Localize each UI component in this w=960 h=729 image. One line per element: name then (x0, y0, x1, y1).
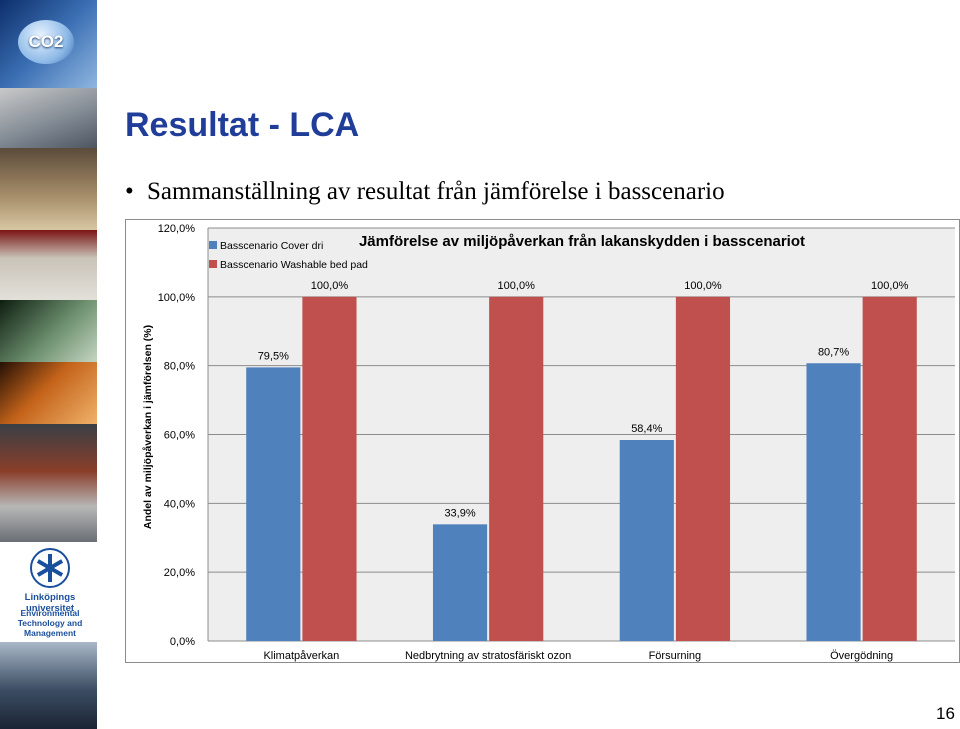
bar-washable-bed-pad (489, 296, 544, 641)
university-name: Linköpings universitet (24, 592, 76, 614)
bar-washable-bed-pad (302, 296, 357, 641)
bullet-point: • Sammanställning av resultat från jämför… (125, 178, 725, 206)
data-label: 79,5% (258, 350, 289, 362)
x-tick-label: Nedbrytning av stratosfäriskt ozon (405, 650, 571, 662)
data-label: 58,4% (631, 423, 662, 435)
data-label: 80,7% (818, 346, 849, 358)
metal-profile-photo (0, 424, 97, 542)
bar-cover-dri (246, 367, 301, 641)
lab-photo (0, 88, 97, 148)
bar-washable-bed-pad (862, 296, 917, 641)
department-name: Environmental Technology and Management (17, 608, 83, 638)
meeting-photo (0, 148, 97, 230)
legend-swatch (209, 260, 217, 268)
flame-photo (0, 362, 97, 424)
y-tick-label: 20,0% (164, 567, 195, 579)
glass-photo (0, 300, 97, 362)
data-label: 100,0% (871, 280, 909, 292)
co2-badge: CO2 (18, 20, 74, 64)
x-tick-label: Försurning (649, 650, 702, 662)
legend-entry: Basscenario Cover dri (220, 240, 323, 252)
y-tick-label: 80,0% (164, 361, 195, 373)
data-label: 100,0% (311, 280, 349, 292)
data-label: 33,9% (444, 507, 475, 519)
y-tick-label: 60,0% (164, 430, 195, 442)
x-tick-label: Klimatpåverkan (263, 650, 339, 662)
workshop-photo (0, 230, 97, 300)
bullet-icon: • (125, 178, 134, 205)
bar-washable-bed-pad (675, 296, 731, 641)
side-photo-strip: CO2 Linköpings universitet Environmental… (0, 0, 97, 729)
y-tick-label: 0,0% (170, 636, 195, 648)
chart-title: Jämförelse av miljöpåverkan från lakansk… (359, 233, 805, 250)
university-logo-icon (30, 548, 70, 588)
page-number: 16 (936, 704, 955, 723)
solar-panel-photo (0, 642, 97, 729)
data-label: 100,0% (684, 280, 722, 292)
bullet-text: Sammanställning av resultat från jämföre… (147, 178, 725, 205)
bar-cover-dri (432, 524, 488, 641)
legend-entry: Basscenario Washable bed pad (220, 259, 368, 271)
x-tick-label: Övergödning (830, 650, 893, 662)
data-label: 100,0% (498, 280, 536, 292)
legend-swatch (209, 241, 217, 249)
slide-title: Resultat - LCA (125, 106, 360, 144)
y-axis-label: Andel av miljöpåverkan i jämförelsen (%) (142, 324, 154, 530)
bar-cover-dri (806, 363, 861, 641)
y-tick-label: 120,0% (158, 223, 196, 235)
y-tick-label: 100,0% (158, 292, 196, 304)
bar-cover-dri (619, 440, 674, 641)
y-tick-label: 40,0% (164, 498, 195, 510)
